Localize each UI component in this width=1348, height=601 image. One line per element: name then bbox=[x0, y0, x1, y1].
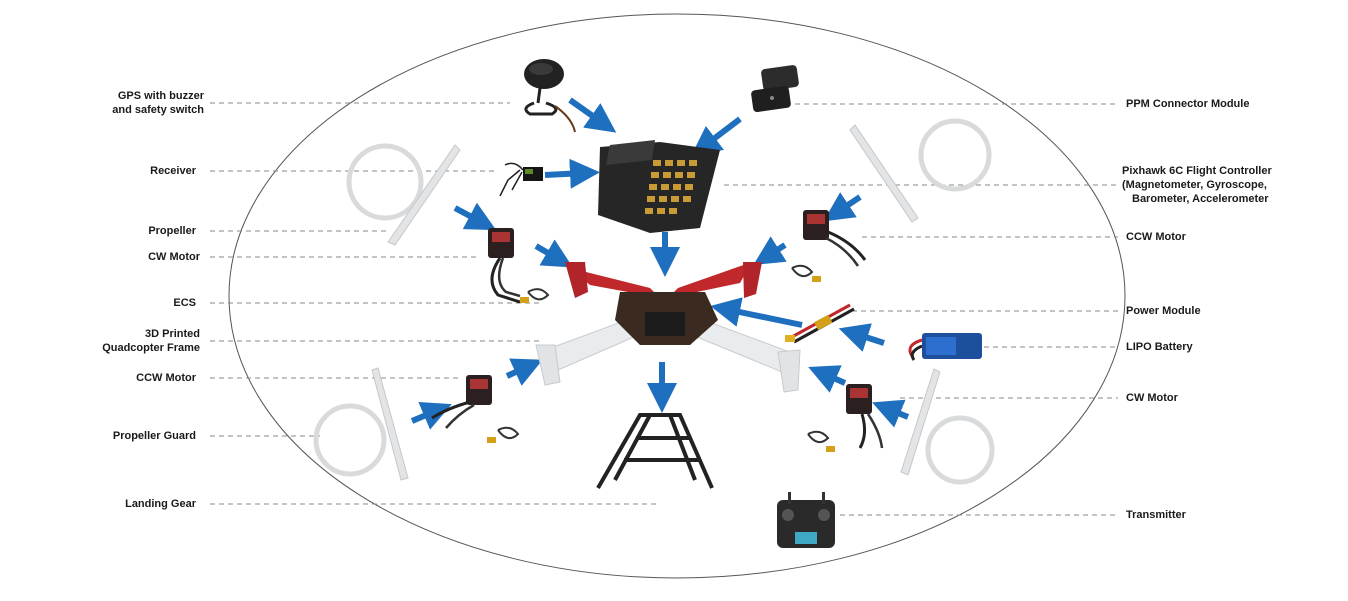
frame-label: 3D Printed Quadcopter Frame bbox=[70, 327, 200, 355]
assembly-arrows bbox=[410, 97, 910, 430]
transmitter-label: Transmitter bbox=[1126, 509, 1186, 521]
ppm-label: PPM Connector Module bbox=[1126, 98, 1250, 110]
ecs-label: ECS bbox=[173, 297, 196, 309]
gps-icon bbox=[524, 59, 576, 133]
receiver-icon bbox=[499, 162, 543, 197]
boundary-ellipse bbox=[228, 13, 1126, 579]
transmitter-icon bbox=[777, 492, 835, 548]
pixhawk-label: Pixhawk 6C Flight Controller (Magnetomet… bbox=[1122, 164, 1272, 206]
ppm-module-icon bbox=[751, 65, 799, 113]
gps-label-line1: GPS with buzzer bbox=[117, 90, 204, 102]
leader-lines bbox=[210, 102, 1118, 516]
power-module-icon bbox=[785, 303, 855, 344]
battery-icon bbox=[908, 333, 982, 361]
pixhawk-label-line3: Barometer, Accelerometer bbox=[1132, 193, 1269, 205]
ccw-motor-right-label: CCW Motor bbox=[1126, 231, 1186, 243]
frame-label-line1: 3D Printed bbox=[144, 328, 200, 340]
flight-controller-icon bbox=[598, 140, 720, 233]
gps-label-line2: and safety switch bbox=[112, 104, 204, 116]
power-module-label: Power Module bbox=[1126, 305, 1201, 317]
ccw-motor-left-label: CCW Motor bbox=[136, 372, 196, 384]
cw-motor-left-label: CW Motor bbox=[148, 251, 200, 263]
propeller-guard-icon bbox=[313, 118, 995, 485]
landing-gear-icon bbox=[596, 413, 714, 489]
gps-label: GPS with buzzer and safety switch bbox=[70, 89, 204, 117]
lipo-label: LIPO Battery bbox=[1126, 341, 1193, 353]
frame-label-line2: Quadcopter Frame bbox=[102, 342, 200, 354]
pixhawk-label-line2: (Magnetometer, Gyroscope, bbox=[1122, 179, 1267, 191]
landing-gear-label: Landing Gear bbox=[125, 498, 196, 510]
propeller-guard-label: Propeller Guard bbox=[112, 430, 196, 442]
pixhawk-label-line1: Pixhawk 6C Flight Controller bbox=[1122, 165, 1272, 177]
esc-connector-icon bbox=[487, 264, 835, 452]
frame-icon bbox=[535, 262, 801, 393]
propeller-label: Propeller bbox=[148, 225, 196, 237]
cw-motor-right-label: CW Motor bbox=[1126, 392, 1178, 404]
propeller-icon bbox=[371, 124, 941, 481]
motor-icon bbox=[431, 210, 884, 449]
receiver-label: Receiver bbox=[150, 165, 196, 177]
